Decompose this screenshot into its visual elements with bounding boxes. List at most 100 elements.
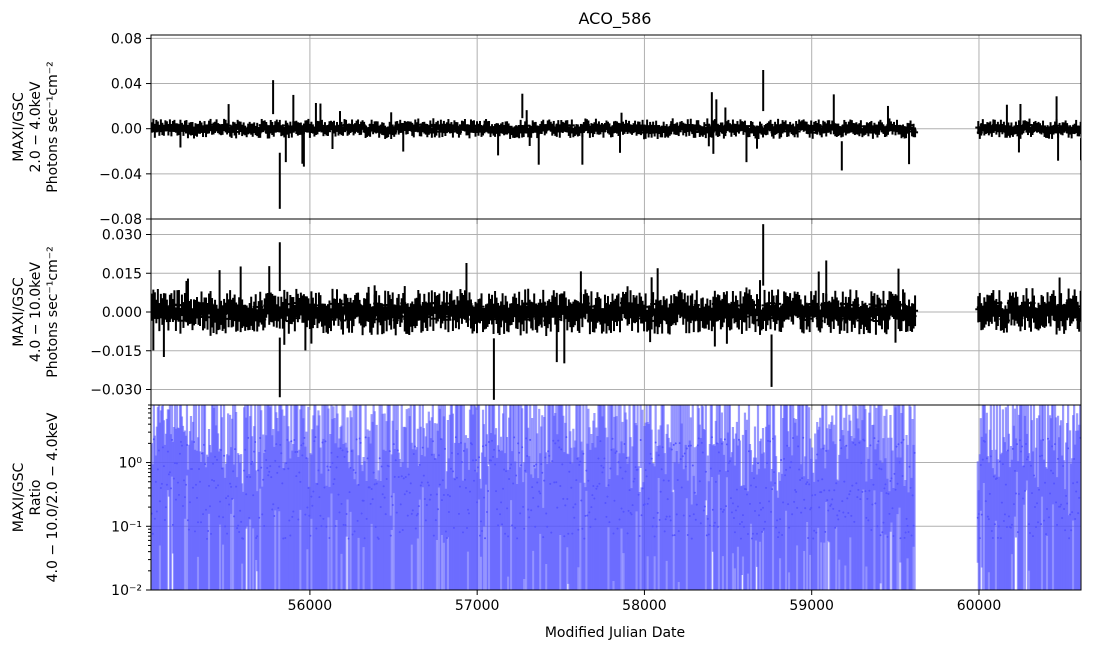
- y-tick-label: −0.04: [99, 167, 142, 183]
- y-tick-label: 10⁻¹: [111, 519, 142, 535]
- ratio-point: [761, 530, 764, 533]
- ratio-point: [671, 534, 674, 537]
- ratio-point: [207, 529, 210, 532]
- ratio-point: [895, 445, 898, 448]
- ratio-point: [334, 525, 337, 528]
- ratio-point: [1020, 445, 1023, 448]
- ratio-point: [771, 488, 774, 491]
- ratio-point: [254, 440, 257, 443]
- y-tick-label: 0.04: [111, 77, 142, 93]
- soft-band-panel: 0.08 0.04 0.00 −0.04 −0.08 MAXI/GSC2.0 − 4.0k…: [11, 31, 1082, 228]
- ratio-point: [1014, 492, 1017, 495]
- ratio-point: [417, 505, 420, 508]
- ratio-point: [737, 438, 740, 441]
- data-series: [151, 405, 1081, 590]
- ratio-point: [474, 459, 477, 462]
- ratio-panel: 10⁰ 10⁻¹ 10⁻² 56000 57000 58000 59000 60000 MAXI…: [11, 404, 1082, 614]
- x-tick-label: 58000: [622, 598, 667, 614]
- ratio-point: [913, 451, 916, 454]
- ratio-point: [391, 504, 394, 507]
- ratio-point: [388, 450, 391, 453]
- ratio-point: [169, 487, 172, 490]
- ratio-point: [978, 537, 981, 540]
- ratio-point: [1042, 438, 1045, 441]
- ratio-point: [704, 470, 707, 473]
- ratio-point: [824, 530, 827, 533]
- ratio-point: [247, 436, 250, 439]
- ratio-point: [1067, 447, 1070, 450]
- y-tick-label: −0.08: [99, 212, 142, 228]
- ratio-point: [1015, 443, 1018, 446]
- ratio-point: [565, 436, 568, 439]
- ratio-point: [638, 535, 641, 538]
- ratio-point: [582, 452, 585, 455]
- ratio-point: [346, 450, 349, 453]
- ratio-point: [710, 436, 713, 439]
- y-tick-label: 0.015: [102, 266, 142, 282]
- ratio-point: [443, 447, 446, 450]
- y-tick-label: 0.030: [102, 228, 142, 244]
- ratio-point: [296, 450, 299, 453]
- hard-band-panel: 0.030 0.015 0.000 −0.015 −0.030 MAXI/GSC4.0 −…: [11, 218, 1082, 410]
- ratio-point: [324, 440, 327, 443]
- ratio-point: [656, 511, 659, 514]
- ratio-point: [869, 444, 872, 447]
- ratio-point: [685, 447, 688, 450]
- ratio-point: [290, 440, 293, 443]
- ratio-point: [654, 441, 657, 444]
- ratio-point: [611, 437, 614, 440]
- ratio-point: [529, 438, 532, 441]
- ratio-point: [689, 444, 692, 447]
- ratio-point: [873, 437, 876, 440]
- ratio-point: [364, 436, 367, 439]
- ratio-point: [251, 460, 254, 463]
- ratio-point: [861, 490, 864, 493]
- data-series: [151, 69, 1081, 209]
- ratio-point: [518, 451, 521, 454]
- ratio-point: [484, 537, 487, 540]
- ratio-point: [309, 534, 312, 537]
- x-axis-label: Modified Julian Date: [545, 625, 685, 641]
- ratio-point: [902, 438, 905, 441]
- ratio-point: [184, 483, 187, 486]
- ratio-point: [757, 462, 760, 465]
- y-axis-label: MAXI/GSC4.0 − 10.0keVPhotons sec⁻¹cm⁻²: [11, 246, 61, 378]
- x-tick-label: 56000: [288, 598, 333, 614]
- ratio-point: [625, 456, 628, 459]
- ratio-point: [703, 505, 706, 508]
- ratio-point: [487, 490, 490, 493]
- y-axis-label: MAXI/GSC2.0 − 4.0keVPhotons sec⁻¹cm⁻²: [11, 61, 61, 193]
- ratio-point: [521, 446, 524, 449]
- y-tick-label: 10⁻²: [111, 583, 142, 599]
- ratio-point: [389, 534, 392, 537]
- ratio-point: [802, 436, 805, 439]
- ratio-point: [513, 436, 516, 439]
- ratio-point: [650, 457, 653, 460]
- ratio-point: [533, 465, 536, 468]
- y-tick-label: −0.030: [90, 383, 142, 399]
- ratio-point: [185, 443, 188, 446]
- ratio-point: [515, 474, 518, 477]
- x-tick-label: 60000: [957, 598, 1002, 614]
- ratio-point: [314, 436, 317, 439]
- ratio-point: [1023, 489, 1026, 492]
- ratio-point: [672, 443, 675, 446]
- ratio-point: [541, 471, 544, 474]
- ratio-point: [693, 491, 696, 494]
- y-axis-label: MAXI/GSCRatio4.0 − 10.0/2.0 − 4.0keV: [11, 412, 61, 582]
- ratio-point: [413, 445, 416, 448]
- ratio-point: [780, 458, 783, 461]
- x-tick-label: 57000: [455, 598, 500, 614]
- ratio-point: [303, 436, 306, 439]
- ratio-point: [260, 466, 263, 469]
- ratio-point: [639, 438, 642, 441]
- ratio-point: [378, 457, 381, 460]
- ratio-point: [352, 469, 355, 472]
- ratio-point: [1047, 437, 1050, 440]
- axes-frame: [150, 404, 1082, 591]
- y-tick-label: 0.000: [102, 305, 142, 321]
- y-tick-label: 10⁰: [119, 456, 143, 472]
- ratio-point: [681, 455, 684, 458]
- y-tick-label: 0.08: [111, 31, 142, 47]
- ratio-point: [192, 441, 195, 444]
